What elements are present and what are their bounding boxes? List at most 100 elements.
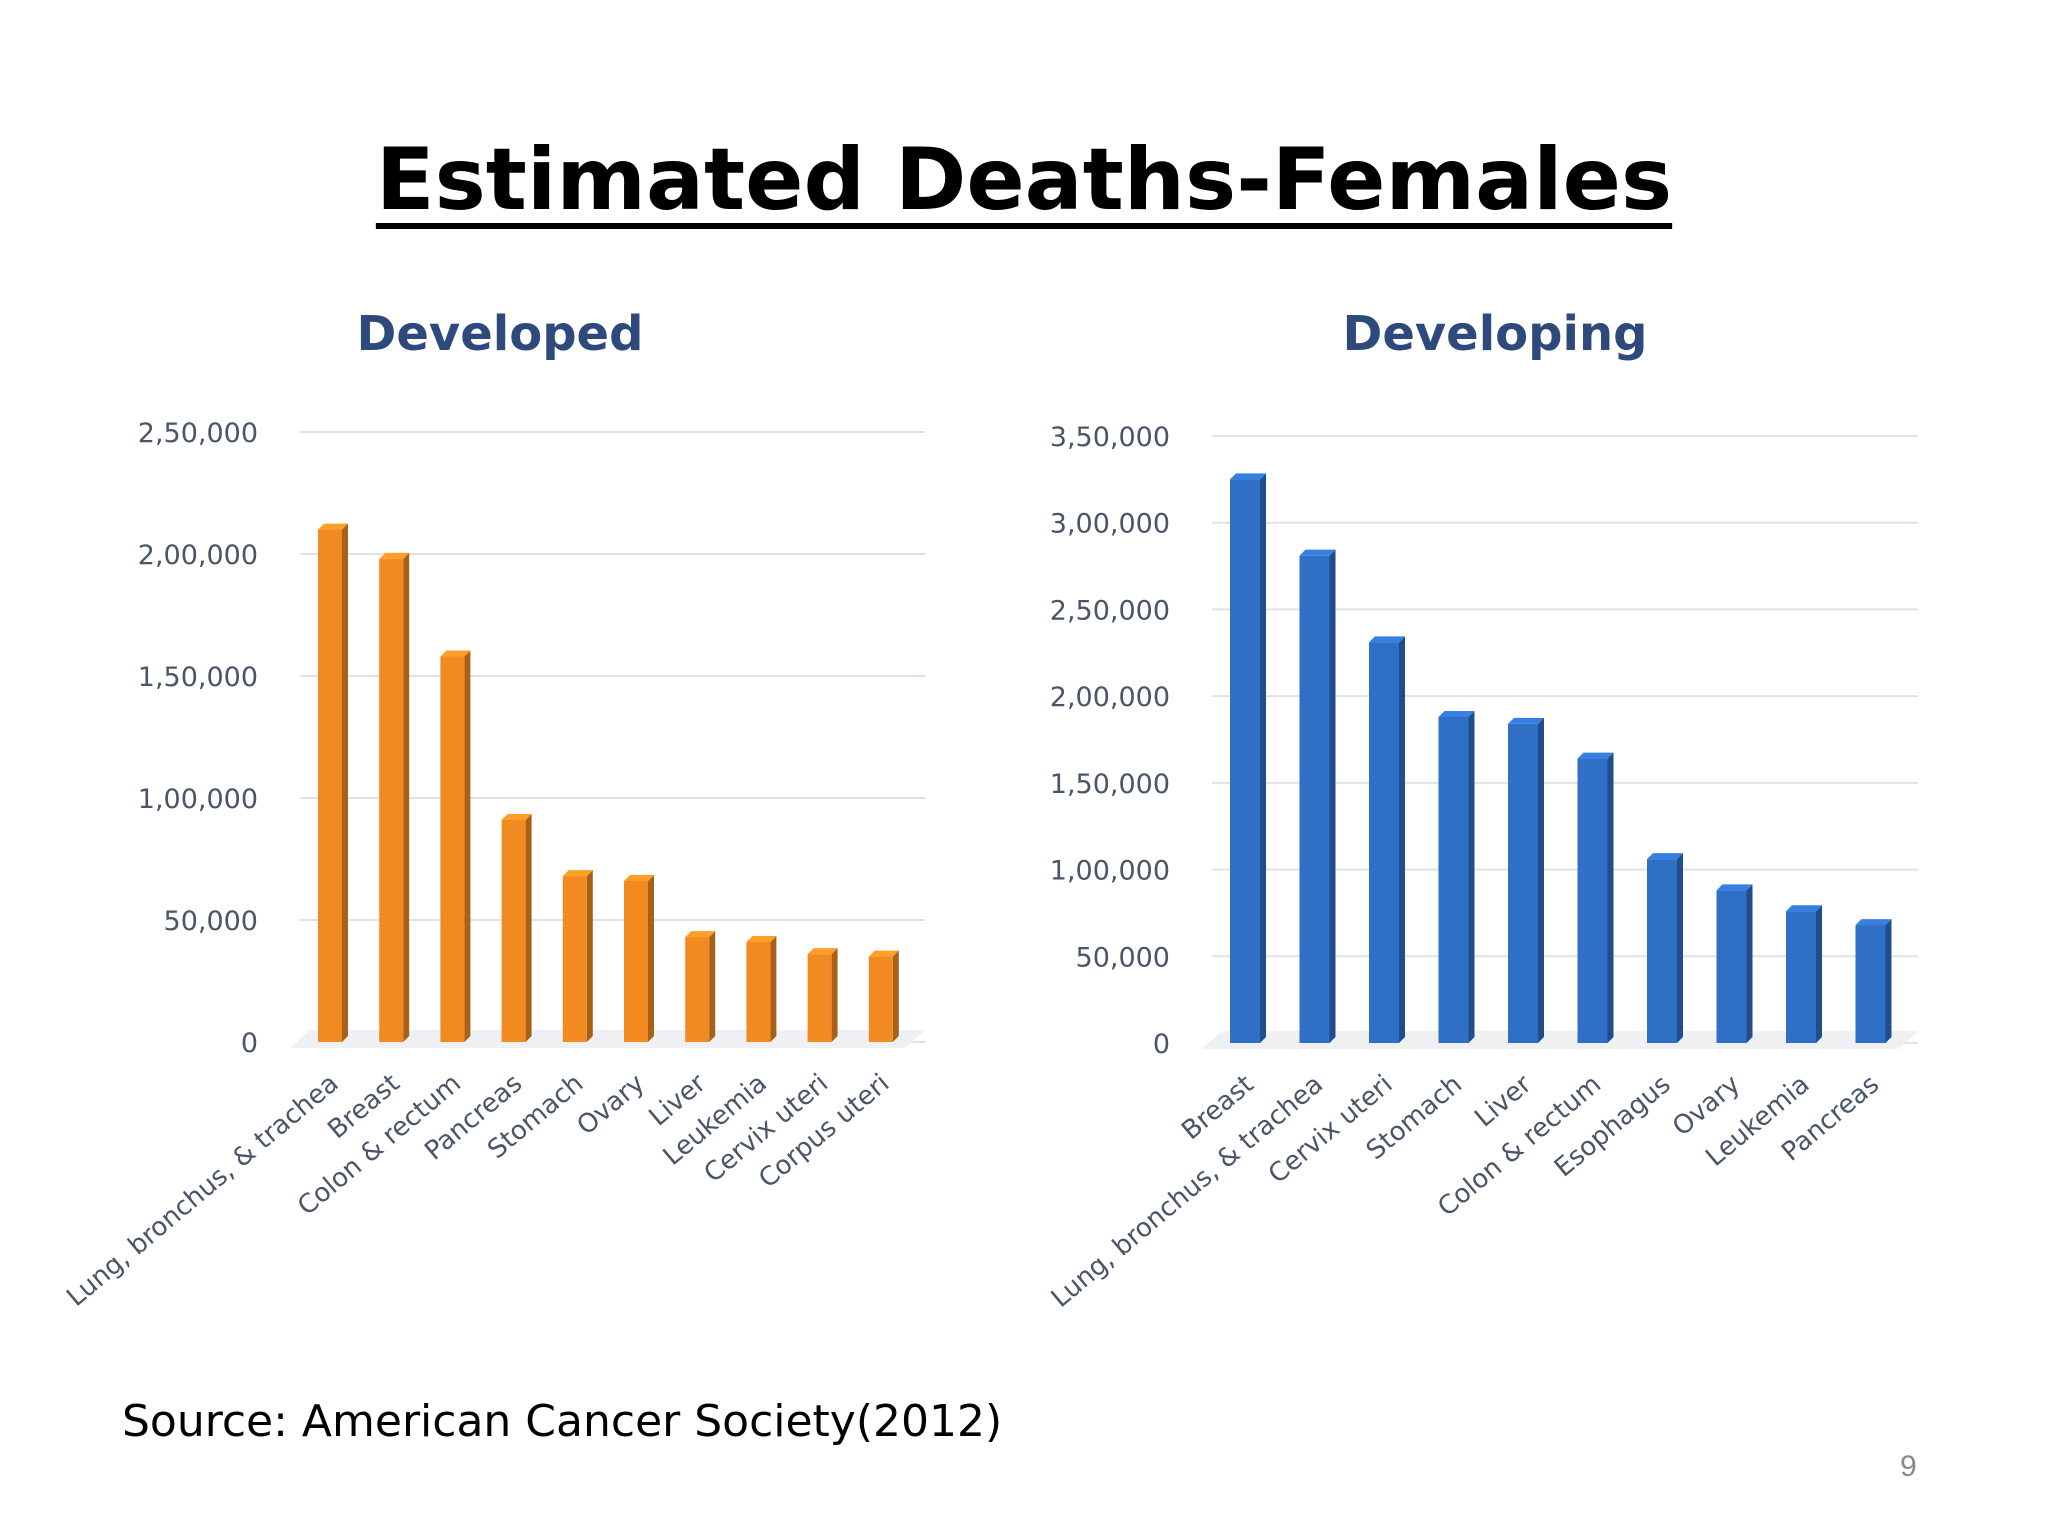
developed-bar-top <box>318 523 348 530</box>
developing-bar-side <box>1677 853 1683 1043</box>
developed-bar-front <box>746 941 771 1042</box>
developed-bar-top <box>746 935 777 942</box>
developing-y-tick-label: 2,50,000 <box>1050 595 1170 626</box>
developed-bar-side <box>892 950 899 1042</box>
developed-bar-side <box>403 552 410 1042</box>
developed-bar-front <box>868 956 893 1042</box>
developed-y-tick-label: 50,000 <box>164 906 258 937</box>
developed-category-label: Ovary <box>572 1068 651 1141</box>
developing-bar-top <box>1230 473 1266 480</box>
developed-bar-side <box>709 931 716 1042</box>
developing-category-label: Lung, bronchus, & trachea <box>1046 1069 1329 1313</box>
developed-y-tick-label: 1,00,000 <box>138 784 258 815</box>
developed-bar <box>746 935 777 1042</box>
developing-bar-top <box>1508 717 1544 724</box>
developing-bar-front <box>1508 723 1538 1043</box>
developed-bar <box>868 950 899 1042</box>
developed-bar <box>807 948 838 1042</box>
developing-y-tick-label: 50,000 <box>1076 942 1170 973</box>
developing-bar-front <box>1647 859 1677 1043</box>
developing-y-tick-label: 3,00,000 <box>1050 509 1170 540</box>
developing-bar-side <box>1885 919 1892 1043</box>
developed-bar-side <box>464 650 471 1042</box>
developed-bar <box>318 523 348 1042</box>
developed-bar <box>562 870 593 1042</box>
developed-bar-top <box>440 650 471 657</box>
developed-bar-side <box>342 523 348 1042</box>
developed-bar-side <box>586 870 593 1042</box>
developing-bar-side <box>1260 473 1266 1043</box>
developed-chart-title: Developed <box>357 306 644 362</box>
developing-bar-front <box>1438 716 1469 1043</box>
developing-bar <box>1786 905 1822 1043</box>
developed-chart: Developed 0 50,000 1,00,000 1,50,000 2,00,000… <box>61 306 925 1313</box>
developing-bar-side <box>1399 636 1405 1043</box>
developing-bar-side <box>1746 884 1753 1043</box>
developed-bar-top <box>624 874 654 881</box>
developing-bar-top <box>1577 752 1614 759</box>
developing-bar-top <box>1369 636 1405 643</box>
developing-bar-side <box>1468 710 1475 1043</box>
developed-bar-front <box>501 819 526 1042</box>
developed-bar <box>685 931 716 1042</box>
developing-y-tick-label: 0 <box>1153 1029 1170 1060</box>
developed-bar <box>501 813 532 1042</box>
developing-bar-top <box>1855 919 1892 926</box>
developed-bar <box>624 874 654 1042</box>
developing-bar-front <box>1577 758 1608 1043</box>
developing-bar-top <box>1438 710 1475 717</box>
developing-bar-front <box>1299 555 1330 1043</box>
developing-bar-side <box>1607 752 1614 1043</box>
developing-bar-front <box>1230 479 1260 1043</box>
slide-title: Estimated Deaths-Females <box>375 130 1673 230</box>
developing-bar-front <box>1716 890 1747 1043</box>
developing-bar-front <box>1855 925 1886 1043</box>
developed-bar-side <box>831 948 838 1042</box>
developing-bar-top <box>1716 884 1753 891</box>
developing-bar <box>1299 549 1336 1043</box>
developing-bar-side <box>1816 905 1822 1043</box>
developed-y-tick-label: 0 <box>241 1028 258 1059</box>
developing-bar <box>1230 473 1266 1043</box>
developed-bar-front <box>379 558 404 1042</box>
developing-y-tick-label: 2,00,000 <box>1050 682 1170 713</box>
developing-y-tick-label: 3,50,000 <box>1050 422 1170 453</box>
developed-bar-front <box>624 880 648 1042</box>
developing-bar <box>1438 710 1475 1043</box>
developed-bar-side <box>770 935 777 1042</box>
developed-bar-front <box>318 529 342 1042</box>
developing-bar <box>1577 752 1614 1043</box>
developing-bar <box>1508 717 1544 1043</box>
developed-bar-top <box>562 870 593 877</box>
developed-y-tick-label: 2,50,000 <box>138 418 258 449</box>
developed-bar-top <box>685 931 716 938</box>
developed-bar-top <box>501 813 532 820</box>
developed-bar <box>440 650 471 1042</box>
developing-chart: Developing 0 50,000 1,00,000 1,50,000 2,00,00… <box>1046 306 1918 1314</box>
developing-bar <box>1716 884 1753 1043</box>
developing-bar <box>1647 853 1683 1043</box>
developing-bar-side <box>1538 717 1544 1043</box>
developed-bar <box>379 552 410 1042</box>
developing-bar-side <box>1329 549 1336 1043</box>
developing-bar-top <box>1786 905 1822 912</box>
developing-chart-title: Developing <box>1342 306 1647 362</box>
developed-y-tick-label: 1,50,000 <box>138 662 258 693</box>
developed-bar-front <box>562 876 587 1042</box>
developed-y-tick-label: 2,00,000 <box>138 540 258 571</box>
developing-y-tick-label: 1,00,000 <box>1050 856 1170 887</box>
developing-bar <box>1369 636 1405 1043</box>
developed-bar-front <box>807 954 832 1042</box>
page-number: 9 <box>1900 1450 1917 1483</box>
developed-bar-front <box>685 937 710 1042</box>
developed-bar-top <box>379 552 410 559</box>
developing-bar <box>1855 919 1892 1043</box>
developed-bar-top <box>807 948 838 955</box>
developed-bar-top <box>868 950 899 957</box>
developed-bar-side <box>525 813 532 1042</box>
developing-bar-top <box>1647 853 1683 860</box>
developing-bar-top <box>1299 549 1336 556</box>
developed-bar-side <box>648 874 654 1042</box>
developing-bar-front <box>1369 642 1399 1043</box>
